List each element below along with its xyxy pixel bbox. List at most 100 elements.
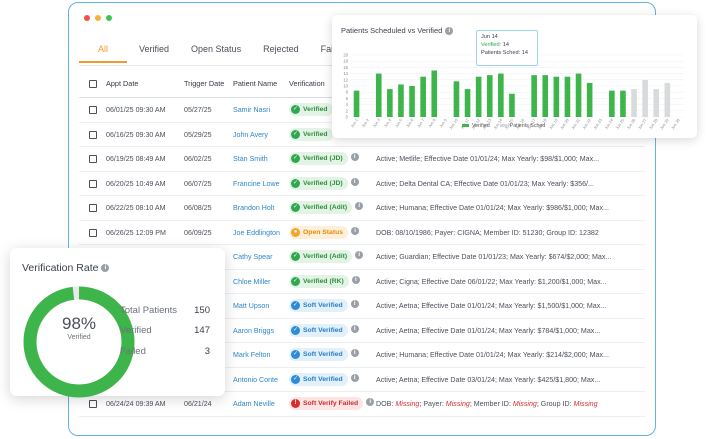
status-badge[interactable]: ● Open Status (289, 225, 349, 239)
bar-verified-jun-7 (420, 76, 426, 117)
maximize-window-dot[interactable] (106, 15, 112, 21)
x-tick-label: Jun 22 (581, 118, 592, 130)
info-icon[interactable]: i (101, 264, 110, 273)
status-badge[interactable]: ✓ Verified (289, 127, 333, 141)
patient-name-link[interactable]: Brandon Holt (233, 204, 275, 212)
status-badge[interactable]: ! Soft Verify Failed (289, 397, 364, 410)
status-badge[interactable]: ✓ Verified (JD) (289, 152, 348, 165)
row-checkbox[interactable] (89, 106, 97, 114)
bar-verified-jun-14 (498, 73, 504, 117)
status-label: Verified (Adit) (303, 253, 348, 260)
col-trigger-date[interactable]: Trigger Date (184, 79, 225, 88)
patient-name-link[interactable]: Aaron Briggs (233, 326, 275, 335)
col-appt-date[interactable]: Appt Date (106, 79, 139, 88)
info-icon[interactable]: i (350, 373, 359, 382)
bar-verified-jun-15 (509, 93, 515, 117)
table-row[interactable]: 06/19/25 08:49 AM 06/02/25 Stan Smith ✓ Veri… (79, 147, 645, 172)
status-badge[interactable]: ✓ Verified (289, 103, 333, 116)
patient-name-link[interactable]: Chloe Miller (233, 277, 271, 286)
status-badge[interactable]: ✓ Soft Verified (289, 348, 348, 361)
info-icon[interactable]: i (355, 251, 364, 260)
info-icon[interactable]: i (445, 27, 454, 36)
status-badge[interactable]: ✓ Verified (Adit) (289, 201, 353, 214)
patient-name-link[interactable]: Mark Felton (233, 351, 271, 359)
status-badge[interactable]: ✓ Verified (Adit) (289, 250, 353, 263)
patient-name-link[interactable]: John Avery (233, 130, 268, 139)
table-row[interactable]: Cathy Spear ✓ Verified (Adit) i Active; Guar… (79, 245, 645, 270)
table-row[interactable]: Antonio Conte ✓ Soft Verified i Active; Aetn… (79, 368, 645, 392)
info-icon[interactable]: i (351, 275, 360, 284)
tab-faile[interactable]: Faile (320, 44, 341, 54)
close-window-dot[interactable] (84, 15, 90, 21)
info-icon[interactable]: i (350, 177, 359, 186)
stat-verified-value: 147 (194, 325, 210, 336)
x-tick-label: Jun 19 (548, 118, 559, 130)
row-checkbox[interactable] (89, 204, 97, 212)
patient-name-link[interactable]: Samir Nasri (233, 106, 271, 114)
col-verification[interactable]: Verification (289, 79, 325, 88)
table-row[interactable]: Matt Upson ✓ Soft Verified i Active; Aetna; … (79, 294, 645, 319)
table-row[interactable]: 06/24/24 09:39 AM 06/21/24 Adam Neville! So… (79, 392, 645, 417)
stat-total-value: 150 (194, 305, 210, 316)
tooltip-sched-value: 14 (521, 50, 528, 56)
col-patient-name[interactable]: Patient Name (233, 79, 278, 88)
tooltip-verified-label: Verified: (481, 42, 502, 48)
row-checkbox[interactable] (89, 228, 97, 237)
minimize-window-dot[interactable] (95, 15, 101, 21)
select-all-checkbox[interactable] (89, 80, 97, 88)
row-checkbox[interactable] (89, 130, 97, 139)
info-icon[interactable]: i (350, 324, 359, 333)
info-icon[interactable]: i (350, 300, 359, 309)
info-icon[interactable]: i (366, 398, 375, 407)
table-row[interactable]: 06/22/25 08:10 AM 06/08/25 Brandon Holt ✓ Ve… (79, 196, 645, 221)
status-label: Verified (303, 130, 328, 138)
info-icon[interactable]: i (350, 153, 359, 162)
patient-name-link[interactable]: Adam Neville (233, 400, 275, 408)
detail-text: Active; Humana; Effective Date 01/01/24;… (376, 351, 609, 359)
info-icon[interactable]: i (351, 226, 360, 235)
missing-field: Missing (512, 400, 537, 408)
trigger-date: 05/29/25 (184, 130, 212, 139)
stat-total-label: Total Patients (120, 305, 178, 316)
table-row[interactable]: 06/26/25 12:09 PM 06/09/25 Joe Eddlington ●… (79, 221, 645, 245)
patient-name-link[interactable]: Joe Eddlington (233, 228, 280, 237)
tab-open-status[interactable]: Open Status (191, 44, 242, 54)
legend-verified-label: Verified (472, 123, 490, 129)
status-badge[interactable]: ✓ Verified (JD) (289, 176, 348, 190)
stat-failed-label: Failed (120, 346, 146, 357)
legend-verified[interactable]: Verified (462, 123, 490, 129)
bar-sched-jun-26 (631, 89, 637, 117)
info-icon[interactable]: i (355, 202, 364, 211)
window-controls (84, 15, 112, 21)
status-badge[interactable]: ✓ Verified (RK) (289, 274, 349, 288)
row-checkbox[interactable] (89, 155, 97, 163)
legend-swatch-verified (462, 124, 469, 128)
status-badge[interactable]: ✓ Soft Verified (289, 372, 348, 386)
table-row[interactable]: Chloe Miller ✓ Verified (RK) i Active; Cigna… (79, 270, 645, 294)
patient-name-link[interactable]: Matt Upson (233, 302, 270, 310)
status-badge[interactable]: ✓ Soft Verified (289, 323, 348, 337)
verification-status: ✓ Verified (Adit) i (289, 201, 364, 214)
verification-details: Active; Aetna; Effective Date 01/01/24; … (376, 302, 606, 310)
tab-all[interactable]: All (79, 39, 127, 63)
info-icon[interactable]: i (350, 349, 359, 358)
trigger-date: 06/02/25 (184, 155, 212, 163)
table-row[interactable]: Mark Felton ✓ Soft Verified i Active; Humana… (79, 343, 645, 368)
status-label: Verified (303, 106, 328, 113)
row-checkbox[interactable] (89, 179, 97, 188)
status-badge[interactable]: ✓ Soft Verified (289, 299, 348, 312)
legend-swatch-sched (499, 124, 507, 128)
row-checkbox[interactable] (89, 400, 97, 408)
bar-verified-jun-17 (531, 75, 537, 117)
tab-verified[interactable]: Verified (139, 44, 170, 54)
bar-verified-jun-21 (575, 73, 582, 117)
table-row[interactable]: 06/20/25 10:49 AM 06/07/25 Francine Lowe ✓ V… (79, 172, 645, 196)
tab-rejected[interactable]: Rejected (263, 44, 299, 54)
patient-name-link[interactable]: Cathy Spear (233, 253, 273, 261)
x-tick-label: Jun 15 (503, 118, 514, 130)
detail-text: Active; Delta Dental CA; Effective Date … (376, 179, 594, 188)
legend-sched[interactable]: Patients Sched (499, 123, 545, 129)
patient-name-link[interactable]: Stan Smith (233, 155, 268, 163)
patient-name-link[interactable]: Antonio Conte (233, 375, 278, 384)
patient-name-link[interactable]: Francine Lowe (233, 179, 280, 188)
